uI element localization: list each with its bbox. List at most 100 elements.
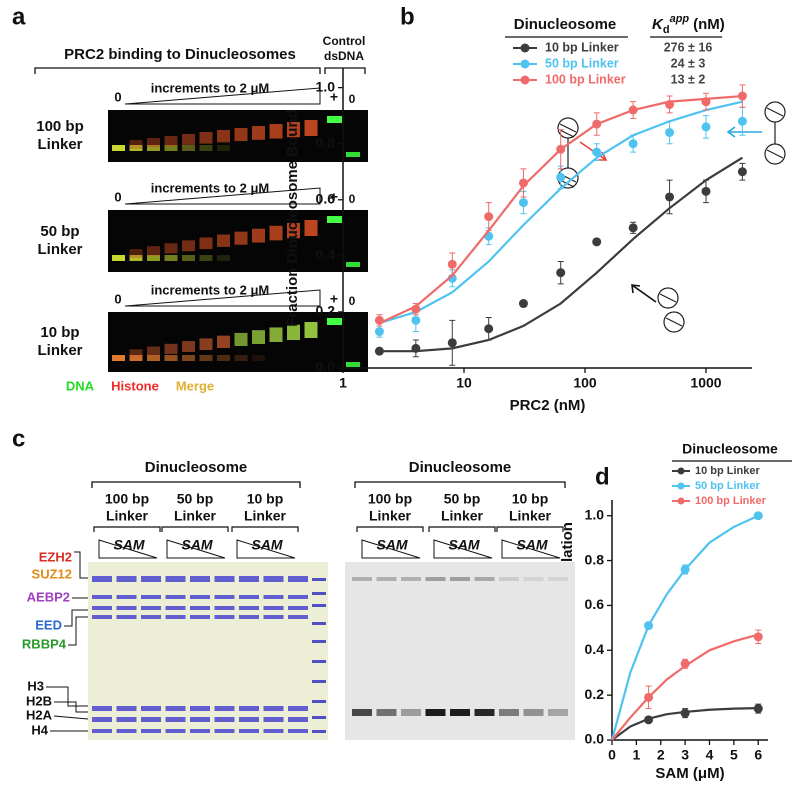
gel-band — [288, 615, 308, 619]
bracket — [34, 67, 321, 74]
gel-band — [190, 595, 210, 599]
panel-letter: b — [400, 3, 415, 30]
gel-band — [92, 729, 112, 733]
gel-band — [548, 577, 568, 581]
gel-band — [199, 132, 213, 144]
gel-band — [474, 577, 495, 581]
marker-band — [312, 640, 326, 643]
gel-band — [164, 255, 178, 261]
gel-band — [269, 327, 283, 342]
data-point — [518, 299, 528, 309]
zero-label: 0 — [349, 294, 356, 308]
gel-band — [523, 709, 544, 716]
legend-marker — [520, 43, 530, 53]
gel-band — [239, 615, 259, 619]
gel-band — [217, 255, 230, 261]
gel-band — [182, 341, 195, 352]
data-point — [701, 97, 711, 107]
gel-band — [129, 255, 143, 261]
data-point — [411, 304, 421, 314]
group-title: Dinucleosome — [409, 459, 512, 476]
row-label: 50 bp — [40, 223, 79, 240]
gel-band — [376, 577, 397, 581]
gel-band — [141, 595, 161, 599]
kd-symbol: K — [652, 16, 664, 33]
gel-band — [288, 717, 308, 722]
gel-band — [304, 220, 318, 236]
gel-band — [165, 706, 186, 711]
gel-band — [116, 595, 137, 599]
data-point — [753, 632, 763, 642]
arrow — [726, 126, 762, 138]
group-label: Linker — [174, 508, 217, 524]
fit-curve — [379, 156, 743, 353]
legend-label: 10 bp Linker — [545, 40, 619, 54]
marker-band — [312, 716, 326, 719]
data-point — [592, 119, 602, 129]
gel-band — [164, 243, 178, 254]
bracket — [161, 526, 229, 532]
data-point — [411, 315, 421, 325]
data-point — [374, 327, 384, 337]
ramp — [124, 187, 321, 205]
gel-band — [165, 615, 186, 619]
group-label: 50 bp — [177, 491, 214, 507]
data-point — [737, 116, 747, 126]
bracket — [428, 526, 496, 532]
gel-band — [165, 717, 186, 722]
control-label: Control — [323, 34, 366, 48]
bracket — [496, 526, 564, 532]
gel-band — [190, 717, 210, 722]
gel-band — [287, 324, 300, 340]
leader-line — [53, 715, 89, 720]
zero-label: 0 — [349, 192, 356, 206]
protein-label: H2B — [26, 693, 52, 708]
protein-label: H4 — [31, 722, 48, 737]
legend-marker — [520, 75, 530, 85]
gel-band — [129, 140, 143, 149]
gel-band — [112, 255, 125, 261]
gel-band — [190, 706, 210, 711]
marker-band — [312, 730, 326, 733]
gel-band — [499, 709, 519, 716]
legend-label: 100 bp Linker — [545, 72, 626, 86]
legend-marker — [677, 482, 685, 490]
ramp-label: SAM — [251, 537, 282, 553]
kd-unit: (nM) — [693, 16, 725, 33]
legend-label: 50 bp Linker — [545, 56, 619, 70]
gel-band — [217, 130, 230, 143]
gel-band — [239, 595, 259, 599]
gel-band — [199, 255, 213, 261]
leader-line — [68, 616, 88, 646]
legend-marker — [677, 467, 685, 475]
gel-band — [164, 145, 178, 151]
arrow — [631, 284, 657, 303]
protein-label: H3 — [27, 678, 44, 693]
data-point — [447, 259, 457, 269]
row-label: 100 bp — [36, 118, 84, 135]
gel-band — [164, 136, 178, 147]
data-point — [644, 621, 654, 631]
y-tick-label: 1.0 — [585, 506, 605, 522]
gel-band — [165, 729, 186, 733]
nucleosome-icons — [557, 101, 786, 333]
ramp-start: 0 — [114, 89, 121, 104]
gel-band — [288, 595, 308, 599]
marker-band — [312, 578, 326, 581]
data-point — [680, 659, 690, 669]
gel-band — [239, 606, 259, 610]
gel-band — [116, 615, 137, 619]
x-tick-label: 4 — [706, 747, 714, 763]
gel-band — [182, 134, 195, 145]
gel-band — [141, 706, 161, 711]
gel-band — [252, 330, 265, 344]
gel-band — [352, 577, 372, 581]
data-point — [518, 178, 528, 188]
group-title: Dinucleosome — [145, 459, 248, 476]
y-tick-label: 0.8 — [585, 551, 605, 567]
data-point — [556, 268, 566, 278]
data-point — [680, 708, 690, 718]
data-point — [753, 704, 763, 714]
gel-band — [269, 124, 283, 139]
gel-band — [214, 576, 235, 582]
